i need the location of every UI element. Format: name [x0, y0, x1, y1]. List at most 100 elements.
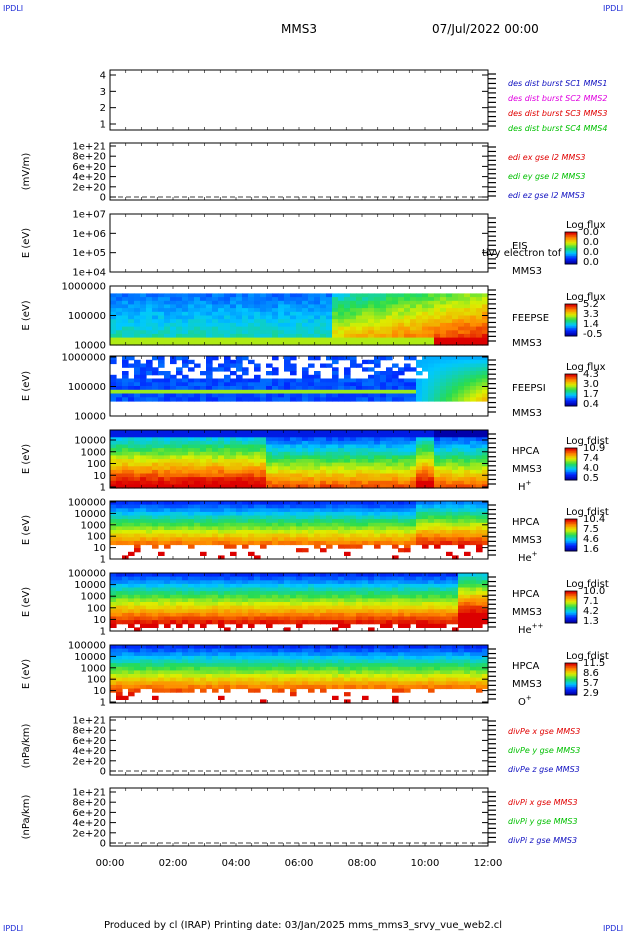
- colorbar-swatch: [565, 459, 577, 462]
- colorbar-tick-label: 10.9: [583, 443, 605, 454]
- colorbar-swatch: [565, 232, 577, 235]
- x-tick-label: 04:00: [222, 858, 251, 869]
- legend-entry: edi ex gse l2 MMS3: [508, 153, 586, 162]
- colorbar-frame: [564, 447, 578, 481]
- y-tick-label: 1: [100, 555, 106, 566]
- spacecraft-label: MMS3: [512, 535, 542, 546]
- legend-entry: des dist burst SC2 MMS2: [508, 94, 607, 103]
- spacecraft-label: MMS3: [512, 607, 542, 618]
- colorbar-tick-label: 10.0: [583, 586, 605, 597]
- colorbar-swatch: [565, 478, 577, 481]
- y-tick-label: 6e+20: [72, 736, 106, 747]
- legend-entry: divPi y gse MMS3: [508, 817, 578, 826]
- panel-frame: [109, 69, 489, 131]
- colorbar-swatch: [565, 312, 577, 315]
- colorbar-swatch: [565, 240, 577, 243]
- y-tick-label: 1: [100, 698, 106, 709]
- y-tick-label: 1: [100, 120, 106, 131]
- legend-entry: divPe x gse MMS3: [508, 727, 580, 736]
- y-tick-label: 4e+20: [72, 172, 106, 183]
- y-tick-label: 1000: [81, 520, 106, 531]
- instrument-label: FEEPSI: [512, 383, 546, 394]
- y-axis-label: E (eV): [21, 587, 32, 617]
- y-axis-label: E (eV): [21, 228, 32, 258]
- colorbar-swatch: [565, 304, 577, 307]
- colorbar-swatch: [565, 391, 577, 394]
- colorbar-tick-label: 0.0: [583, 237, 599, 248]
- colorbar-swatch: [565, 315, 577, 318]
- ion-species-label: He++: [518, 622, 544, 636]
- colorbar-swatch: [565, 595, 577, 598]
- colorbar-frame: [564, 662, 578, 696]
- colorbar-swatch: [565, 611, 577, 614]
- colorbar-swatch: [565, 602, 577, 605]
- y-tick-label: 2e+20: [72, 756, 106, 767]
- y-tick-label: 10: [93, 686, 106, 697]
- colorbar-tick-label: 7.4: [583, 453, 599, 464]
- panel-eis: 1e+07 1e+06 1e+05 1e+04 E (eV) EIS MMS3 tivy el…: [21, 210, 606, 279]
- ion-species-label: He+: [518, 550, 538, 564]
- colorbar-tick-label: 5.7: [583, 678, 599, 689]
- footer-credit: Produced by cl (IRAP) Printing date: 03/…: [104, 920, 503, 931]
- y-tick-label: 8e+20: [72, 798, 106, 809]
- colorbar-swatch: [565, 238, 577, 241]
- colorbar-swatch: [565, 683, 577, 686]
- colorbar-swatch: [565, 475, 577, 478]
- spacecraft-label: MMS3: [512, 266, 542, 277]
- legend-entry: des dist burst SC1 MMS1: [508, 79, 607, 88]
- y-tick-label: 1: [100, 483, 106, 494]
- y-tick-label: 2: [100, 103, 106, 114]
- colorbar-swatch: [565, 467, 577, 470]
- colorbar-swatch: [565, 382, 577, 385]
- y-tick-label: 2e+20: [72, 828, 106, 839]
- colorbar-swatch: [565, 256, 577, 259]
- colorbar-swatch: [565, 326, 577, 329]
- y-axis-label: (nPa/km): [21, 724, 32, 769]
- y-tick-label: 10: [93, 543, 106, 554]
- x-tick-label: 00:00: [96, 858, 125, 869]
- colorbar-tick-label: 4.2: [583, 606, 599, 617]
- colorbar-swatch: [565, 685, 577, 688]
- y-tick-label: 1000: [81, 592, 106, 603]
- corner-label-bottom-left: IPDLI: [3, 924, 24, 933]
- corner-label-bottom-right: IPDLI: [603, 924, 624, 933]
- corner-label-top-right: IPDLI: [603, 4, 624, 13]
- colorbar-swatch: [565, 465, 577, 468]
- y-tick-label: 10000: [74, 341, 106, 352]
- colorbar-swatch: [565, 462, 577, 465]
- colorbar-swatch: [565, 530, 577, 533]
- colorbar-swatch: [565, 541, 577, 544]
- y-tick-label: 100000: [68, 569, 106, 580]
- instrument-label: HPCA: [512, 661, 540, 672]
- y-tick-label: 10000: [74, 436, 106, 447]
- y-tick-label: 0: [100, 839, 106, 850]
- colorbar-tick-label: 3.3: [583, 309, 599, 320]
- colorbar-swatch: [565, 687, 577, 690]
- colorbar-tick-label: 3.0: [583, 379, 599, 390]
- instrument-label: EIS: [512, 241, 528, 252]
- colorbar-swatch: [565, 260, 577, 263]
- colorbar-tick-label: 0.0: [583, 257, 599, 268]
- colorbar-tick-label: 1.7: [583, 389, 599, 400]
- y-tick-label: 1e+05: [72, 248, 106, 259]
- colorbar-swatch: [565, 464, 577, 467]
- colorbar-swatch: [565, 375, 577, 378]
- colorbar-swatch: [565, 399, 577, 402]
- colorbar-swatch: [565, 688, 577, 691]
- colorbar-swatch: [565, 663, 577, 666]
- colorbar-swatch: [565, 470, 577, 473]
- y-tick-label: 10000: [74, 652, 106, 663]
- colorbar-swatch: [565, 538, 577, 541]
- y-tick-label: 100: [87, 603, 106, 614]
- colorbar-swatch: [565, 334, 577, 337]
- legend-entry: divPe y gse MMS3: [508, 746, 580, 755]
- colorbar-swatch: [565, 321, 577, 324]
- colorbar-swatch: [565, 374, 577, 377]
- y-axis-label: E (eV): [21, 444, 32, 474]
- colorbar-tick-label: 4.0: [583, 463, 599, 474]
- colorbar-swatch: [565, 592, 577, 595]
- legend-entry: edi ey gse l2 MMS3: [508, 172, 586, 181]
- colorbar-swatch: [565, 600, 577, 603]
